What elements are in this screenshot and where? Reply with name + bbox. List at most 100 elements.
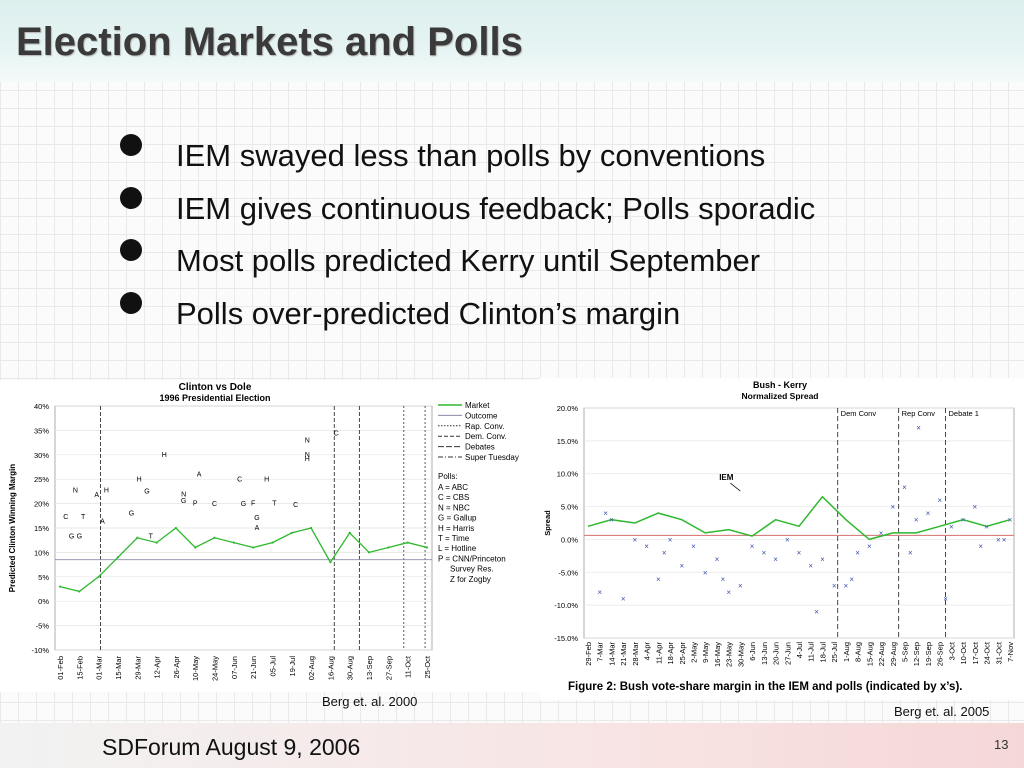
y-tick-label: 5.0% [561, 503, 578, 512]
chart-subtitle: Normalized Spread [742, 391, 819, 401]
x-tick-label: 25-Oct [423, 655, 432, 678]
x-tick-label: 5-Sep [901, 642, 910, 662]
poll-marker: H [104, 487, 109, 494]
bullet-text: Polls over-predicted Clinton’s margin [176, 295, 681, 331]
poll-x-marker: × [914, 516, 919, 525]
poll-marker: G [77, 534, 82, 541]
market-point [97, 575, 100, 578]
poll-x-marker: × [961, 516, 966, 525]
x-tick-label: 23-May [725, 642, 734, 667]
poll-x-marker: × [679, 562, 684, 571]
poll-marker: G [144, 488, 149, 495]
poll-marker: H [264, 477, 269, 484]
x-tick-label: 7-Mar [596, 642, 605, 662]
x-tick-label: 3-Oct [947, 641, 956, 660]
x-tick-label: 01-Mar [95, 656, 104, 680]
x-tick-label: 13-Jun [760, 642, 769, 665]
poll-marker: G [69, 534, 74, 541]
y-tick-label: 20.0% [557, 404, 579, 413]
poll-marker: A [94, 492, 99, 499]
poll-x-marker: × [879, 529, 884, 538]
event-label: Dem Conv [841, 409, 877, 418]
market-point [387, 546, 390, 549]
poll-x-marker: × [703, 568, 708, 577]
x-tick-label: 02-Aug [307, 656, 316, 680]
poll-x-marker: × [715, 555, 720, 564]
x-tick-label: 10-May [191, 656, 200, 681]
market-point [367, 551, 371, 554]
poll-x-marker: × [855, 549, 860, 558]
poll-x-marker: × [943, 595, 948, 604]
event-label: Debate 1 [949, 409, 979, 418]
x-tick-label: 17-Oct [971, 641, 980, 664]
market-point [329, 561, 332, 564]
poll-key-title: Polls: [438, 472, 458, 481]
market-point [290, 531, 293, 534]
y-tick-label: 35% [34, 426, 49, 435]
poll-x-marker: × [937, 496, 942, 505]
poll-key-item: T = Time [438, 534, 470, 543]
y-tick-label: 20% [34, 500, 49, 509]
x-tick-label: 07-Jun [230, 656, 239, 679]
x-tick-label: 8-Aug [854, 642, 863, 662]
footer-text: SDForum August 9, 2006 [102, 734, 361, 760]
poll-x-marker: × [984, 522, 989, 531]
x-tick-label: 22-Aug [877, 642, 886, 666]
market-point [58, 585, 62, 588]
poll-x-marker: × [738, 581, 743, 590]
poll-marker: C [293, 502, 298, 509]
poll-x-marker: × [849, 575, 854, 584]
market-point [78, 590, 81, 593]
x-tick-label: 2-May [690, 642, 699, 663]
bullet-text: IEM swayed less than polls by convention… [176, 138, 766, 173]
poll-x-marker: × [814, 608, 819, 617]
market-point [425, 546, 429, 549]
bullet-text: IEM gives continuous feedback; Polls spo… [176, 190, 816, 226]
poll-x-marker: × [844, 581, 849, 590]
poll-marker: H [137, 477, 142, 484]
x-tick-label: 11-Oct [404, 655, 413, 678]
poll-marker: A [255, 525, 260, 532]
y-tick-label: 30% [34, 451, 49, 460]
x-tick-label: 11-Jul [807, 642, 816, 662]
x-tick-label: 30-Aug [346, 656, 355, 680]
poll-x-marker: × [761, 549, 766, 558]
poll-x-marker: × [773, 555, 778, 564]
poll-x-marker: × [916, 424, 921, 433]
x-tick-label: 30-May [736, 642, 745, 667]
caption-left: Berg et. al. 2000 [322, 694, 418, 709]
legend-label: Debates [465, 443, 495, 452]
chart-subtitle: 1996 Presidential Election [159, 393, 270, 403]
x-tick-label: 18-Jul [818, 642, 827, 663]
market-point [310, 526, 313, 530]
poll-marker: A [100, 519, 105, 526]
poll-marker: G [254, 515, 259, 522]
poll-x-marker: × [662, 549, 667, 558]
poll-key-item: Z for Zogby [450, 575, 491, 584]
y-tick-label: -10% [31, 646, 49, 655]
x-tick-label: 11-Apr [654, 642, 663, 664]
x-tick-label: 15-Feb [75, 656, 84, 680]
poll-marker: N [305, 452, 310, 459]
poll-x-marker: × [750, 542, 755, 551]
x-tick-label: 26-Sep [936, 642, 945, 666]
poll-x-marker: × [785, 535, 790, 544]
bullet-dot-icon [120, 134, 142, 156]
poll-x-marker: × [644, 542, 649, 551]
poll-key-item: Survey Res. [450, 565, 494, 574]
legend-label: Rap. Conv. [465, 422, 504, 431]
poll-x-marker: × [691, 542, 696, 551]
poll-marker: C [212, 501, 217, 508]
x-tick-label: 19-Sep [924, 642, 933, 666]
x-tick-label: 1-Aug [842, 642, 851, 662]
bullet-dot-icon [120, 239, 142, 261]
legend-label: Outcome [465, 411, 498, 420]
market-series-line [59, 527, 428, 593]
poll-marker: N [181, 491, 186, 498]
poll-marker: F [251, 501, 255, 508]
x-tick-label: 9-May [701, 642, 710, 663]
market-point [252, 546, 255, 549]
poll-key-item: L = Hotline [438, 544, 477, 553]
